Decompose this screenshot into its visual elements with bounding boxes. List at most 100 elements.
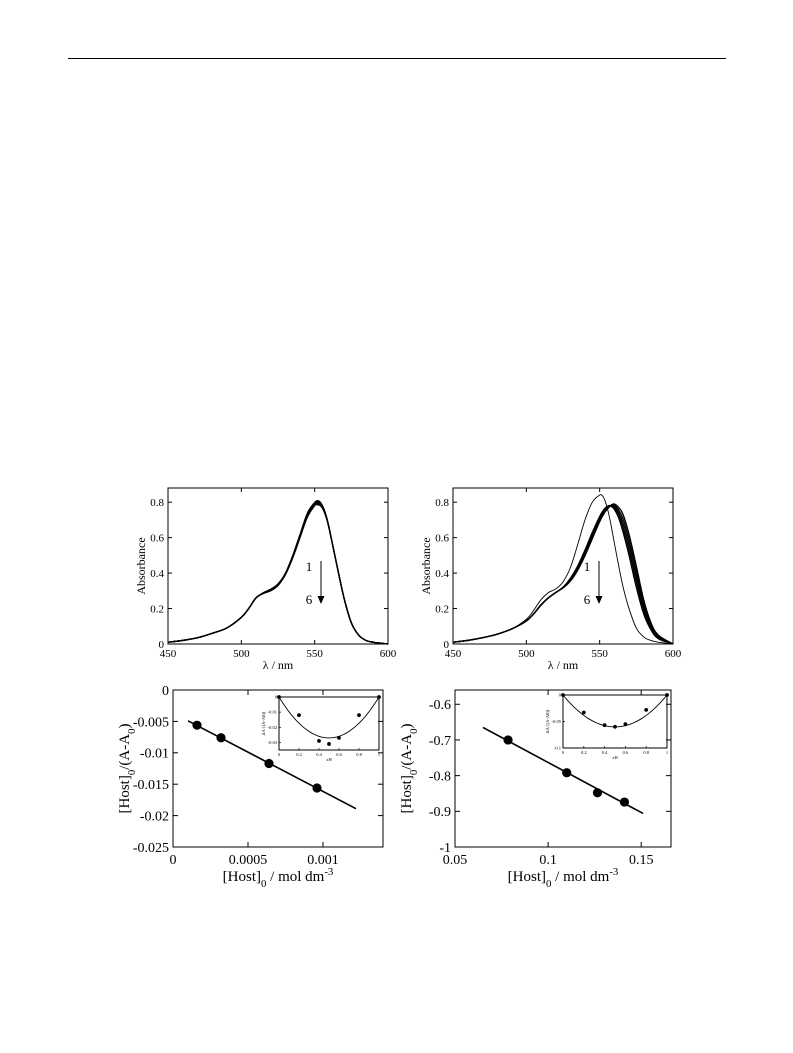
- inset-data-point: [357, 713, 361, 718]
- x-tick-label: 450: [445, 648, 462, 660]
- plot-frame: [452, 487, 674, 645]
- benesi-plot-right: 0.05 0.1 0.15 -0.6 -0.7 -0.8 -0.9 -1 [Host]0 / m…: [399, 689, 672, 890]
- spectrum-panel-right: 450 500 550 600 0 0.2 0.4 0.6 0.8 λ / nm Absorbanc…: [419, 487, 682, 672]
- spectrum-series-line: [452, 503, 674, 645]
- x-tick-label: 600: [665, 648, 682, 660]
- x-tick-label: 0.001: [307, 853, 339, 868]
- spectrum-series-line: [452, 504, 674, 645]
- y-tick-label: -0.015: [133, 778, 169, 793]
- inset-data-point: [327, 742, 331, 746]
- inset-data-point: [297, 713, 301, 718]
- spectrum-series-line: [167, 500, 389, 645]
- y-tick-label: 0.4: [150, 568, 164, 580]
- y-axis-label: Absorbance: [134, 537, 148, 594]
- x-tick-label: 550: [591, 648, 608, 660]
- x-tick-label: 0.05: [443, 853, 468, 868]
- inset-x-axis-label: xH: [612, 755, 618, 760]
- x-axis-label: [Host]0 / mol dm-3: [508, 866, 619, 890]
- inset-x-tick-label: 0: [562, 750, 565, 755]
- y-tick-label: -1: [439, 841, 451, 856]
- inset-data-point: [623, 722, 628, 727]
- inset-y-axis-label: ΔA·[(A-A0)]: [545, 709, 550, 733]
- data-point: [592, 788, 603, 798]
- inset-y-tick-label: 0: [275, 695, 278, 700]
- spectrum-series-line: [452, 503, 674, 645]
- y-tick-label: 0.8: [150, 497, 164, 509]
- y-tick-label: -0.7: [429, 734, 451, 749]
- spectrum-series-line: [452, 494, 674, 645]
- annotation-end-label: 6: [584, 592, 591, 607]
- inset-x-tick-label: 0.6: [336, 752, 342, 757]
- header-rule: [68, 58, 726, 59]
- y-tick-label: 0.6: [435, 532, 449, 544]
- x-tick-label: 550: [306, 648, 323, 660]
- y-tick-label: -0.8: [429, 770, 451, 785]
- y-tick-label: -0.025: [133, 841, 169, 856]
- inset-y-tick-label: -0.03: [268, 740, 278, 745]
- annotation-start-label: 1: [306, 559, 313, 574]
- benesi-plot-left: 0 0.0005 0.001 0 -0.005 -0.01 -0.015 -0.02 -0.02…: [117, 684, 384, 890]
- plot-frame: [172, 689, 384, 848]
- data-point: [312, 783, 322, 793]
- inset-x-tick-label: 0.8: [356, 752, 362, 757]
- spectrum-panel-left: 450 500 550 600 0 0.2 0.4 0.6 0.8 λ / nm Absorbanc…: [134, 487, 397, 672]
- y-tick-label: -0.005: [133, 715, 169, 730]
- inset-data-point: [581, 710, 586, 715]
- inset-frame: [562, 694, 668, 749]
- y-tick-label: -0.01: [140, 747, 169, 762]
- spectrum-series-line: [167, 499, 389, 645]
- spectrum-series-line: [167, 503, 389, 645]
- x-tick-label: 0.1: [539, 853, 557, 868]
- inset-y-tick-label: -0.05: [552, 719, 562, 724]
- inset-x-tick-label: 1: [666, 750, 668, 755]
- inset-data-point: [561, 693, 565, 697]
- x-axis-label: [Host]0 / mol dm-3: [223, 866, 334, 890]
- y-tick-label: -0.6: [429, 698, 451, 713]
- x-tick-label: 600: [380, 648, 397, 660]
- annotation-start-label: 1: [584, 559, 591, 574]
- spectrum-series-line: [167, 503, 389, 645]
- inset-y-axis-label: ΔA·[(A-A0)]: [261, 711, 266, 735]
- data-point: [562, 768, 572, 778]
- job-plot-inset: 0 0.2 0.4 0.6 0.8 1 0 -0.01 -0.02 -0.03 xH ΔA·[(A-A…: [261, 695, 381, 762]
- y-tick-label: 0.6: [150, 532, 164, 544]
- y-tick-label: 0: [444, 639, 450, 651]
- inset-fit-curve: [562, 694, 668, 728]
- inset-x-tick-label: 0: [278, 752, 281, 757]
- data-point: [264, 758, 274, 769]
- job-plot-inset: 0 0.2 0.4 0.6 0.8 1 0 -0.05 -0.1 xH ΔA·[(A-A0)]: [545, 693, 669, 760]
- annotation-end-label: 6: [306, 592, 313, 607]
- y-axis-label: [Host]0/(A-A0): [117, 724, 138, 814]
- x-tick-label: 0.0005: [229, 853, 268, 868]
- y-tick-label: -0.02: [140, 810, 169, 825]
- data-point: [503, 735, 513, 745]
- x-tick-label: 0: [170, 853, 177, 868]
- inset-frame: [278, 696, 380, 751]
- data-point: [216, 733, 226, 743]
- inset-y-tick-label: -0.01: [268, 710, 277, 715]
- x-tick-label: 500: [233, 648, 250, 660]
- spectrum-series-line: [452, 504, 674, 645]
- x-tick-label: 0.15: [629, 853, 654, 868]
- data-point: [619, 797, 630, 807]
- y-tick-label: 0.2: [150, 603, 164, 615]
- y-tick-label: 0.8: [435, 497, 449, 509]
- y-tick-label: 0.4: [435, 568, 449, 580]
- inset-data-point: [613, 724, 617, 729]
- inset-x-tick-label: 0.6: [623, 750, 629, 755]
- inset-data-point: [277, 695, 281, 699]
- inset-y-tick-label: 0: [559, 693, 562, 698]
- inset-x-tick-label: 0.2: [296, 752, 302, 757]
- x-axis-label: λ / nm: [263, 658, 294, 672]
- inset-x-tick-label: 0.8: [643, 750, 649, 755]
- x-axis-label: λ / nm: [548, 658, 579, 672]
- spectrum-series-line: [452, 505, 674, 645]
- spectrum-series-line: [167, 501, 389, 645]
- inset-x-tick-label: 0.2: [581, 750, 587, 755]
- y-tick-label: 0.2: [435, 603, 449, 615]
- inset-data-point: [665, 693, 669, 697]
- x-tick-label: 450: [160, 648, 177, 660]
- y-tick-label: 0: [159, 639, 165, 651]
- inset-data-point: [644, 707, 649, 712]
